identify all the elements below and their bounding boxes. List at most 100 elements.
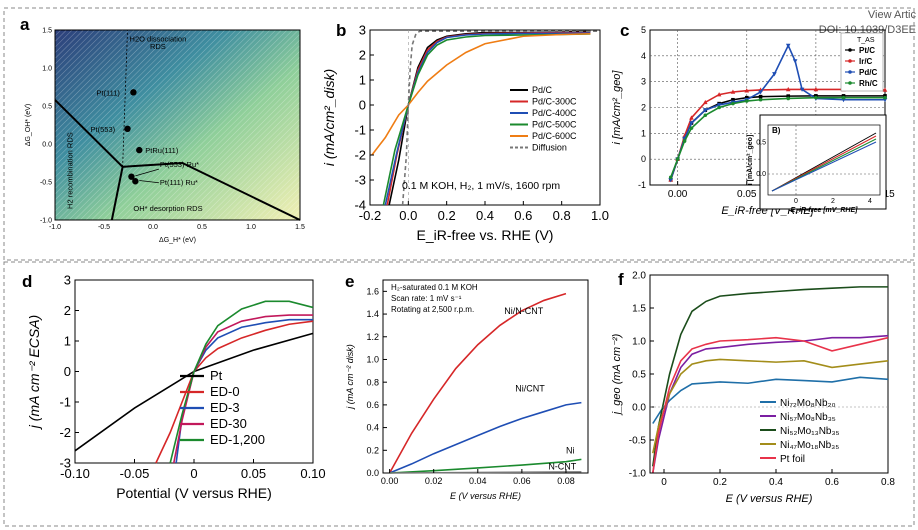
legend-label: Ni₅₇Mo₈Nb₃₅ [780,412,836,423]
series-line [652,336,889,474]
panel-d: d -0.10 -0.05 0 0.05 0.10 3 2 1 0 -1 -2 -3 Potential … [22,272,326,501]
legend-label: ED-3 [210,400,240,415]
data-marker [758,94,763,99]
series-line [382,33,591,206]
y-tick-label: 3 [64,273,71,288]
x-tick-label: 0 [661,477,667,488]
x-tick-label: 0.04 [469,476,487,486]
y-tick-label: 1.6 [366,287,379,297]
y-tick-label: 2 [359,48,366,63]
panel-b: b -0.2 0.0 0.2 0.4 0.6 0.8 1.0 -4 -3 -2 -1 0 1 2 3 E_iR-… [321,21,609,243]
series-line [388,30,591,206]
series-line [652,286,888,467]
data-marker [668,175,673,180]
view-article-link[interactable]: View Artic [867,9,916,21]
y-tick-label: 0 [359,98,366,113]
inset-x-tick-label: 4 [868,198,872,205]
y-tick-label: 4 [641,51,646,61]
x-tick-label: 0.8 [553,208,571,223]
data-marker [730,89,736,94]
x-axis-label: ΔG_H* (eV) [159,237,196,244]
y-tick-label: 0.2 [366,445,379,455]
data-marker [744,95,749,100]
data-marker [744,99,749,103]
y-tick-label: 0.5 [632,370,646,381]
y-tick-label: 1.5 [42,28,52,35]
panel-e: e 0.00 0.02 0.04 0.06 0.08 0.0 0.2 0.4 0.6 0.8 1.0 1… [345,272,589,501]
data-marker [758,97,763,102]
y-tick-label: 0.0 [632,403,646,414]
series-line [389,458,582,474]
data-marker [786,94,791,98]
series-line [388,292,567,474]
x-axis-label: E_iR-free vs. RHE (V) [417,227,554,243]
x-tick-label: 1.0 [591,208,609,223]
y-tick-label: -0.5 [40,180,52,187]
data-marker [702,108,708,113]
legend-label: Pt [210,368,223,383]
series-label: N-CNT [548,462,576,472]
y-tick-label: 1 [64,334,71,349]
y-tick-label: -3 [354,173,366,188]
data-marker [814,95,818,100]
legend-label: Ni₄₇Mo₁₈Nb₃₅ [780,440,839,451]
region-label: OH* desorption RDS [133,204,202,213]
y-tick-label: 1.5 [632,304,646,315]
x-tick-label: -0.2 [359,208,381,223]
data-marker [675,157,680,161]
panel-letter-a: a [20,15,30,34]
y-tick-label: -1 [59,395,71,410]
legend-swatch [848,81,852,85]
condition-label: H₂-saturated 0.1 M KOH [391,283,478,292]
y-tick-label: 5 [641,25,646,35]
x-tick-label: 0.8 [881,477,895,488]
y-tick-label: 0 [641,154,646,164]
inset-x-tick-label: 0 [794,198,798,205]
condition-label: 0.1 M KOH, H₂, 1 mV/s, 1600 rpm [402,180,560,192]
data-marker [841,95,846,100]
x-tick-label: -0.5 [98,224,110,231]
data-marker [772,72,777,77]
x-tick-label: -0.05 [120,466,150,481]
series-line [669,43,885,181]
inset-plot-frame [767,124,881,196]
y-tick-label: 0.0 [42,142,52,149]
region-label: H2 recombination RDS [66,132,75,209]
x-tick-label: 0.06 [513,476,531,486]
point-label: PtRu(111) [145,146,179,155]
data-marker [716,92,722,97]
inset-y-tick-label: 0.5 [756,140,766,147]
x-axis-label: Potential (V versus RHE) [116,485,272,501]
data-point [130,89,137,96]
y-tick-label: 0.4 [366,423,379,433]
y-tick-label: 0.8 [366,377,379,387]
series-line [652,334,889,474]
legend-label: Ni₇₂Mo₈Nb₂₀ [780,398,836,409]
y-tick-label: 1.0 [366,355,379,365]
data-marker [689,115,694,120]
condition-label: Rotating at 2,500 r.p.m. [391,305,474,314]
data-marker [882,87,888,92]
y-axis-label: j_geo (mA cm⁻²) [611,333,623,416]
x-tick-label: 0.00 [668,189,688,200]
y-tick-label: -1.0 [40,218,52,225]
y-tick-label: -4 [354,198,366,213]
y-tick-label: -2 [354,148,366,163]
series-line [652,358,889,454]
y-tick-label: -1.0 [629,469,647,480]
data-point [128,173,135,180]
data-marker [883,94,887,98]
data-marker [785,86,791,92]
data-marker [689,126,694,130]
legend-label: Ni₅₂Mo₁₃Nb₃₅ [780,426,840,437]
regime-boundary [122,29,128,167]
inset-x-tick-label: 2 [831,198,835,205]
x-tick-label: 1.5 [295,224,305,231]
y-tick-label: 3 [641,77,646,87]
inset-x-label: E_iR-free [mV_RHE] [791,207,859,214]
series-line [401,30,600,206]
legend-label: Pt/C [859,46,875,55]
x-tick-label: 0.6 [514,208,532,223]
